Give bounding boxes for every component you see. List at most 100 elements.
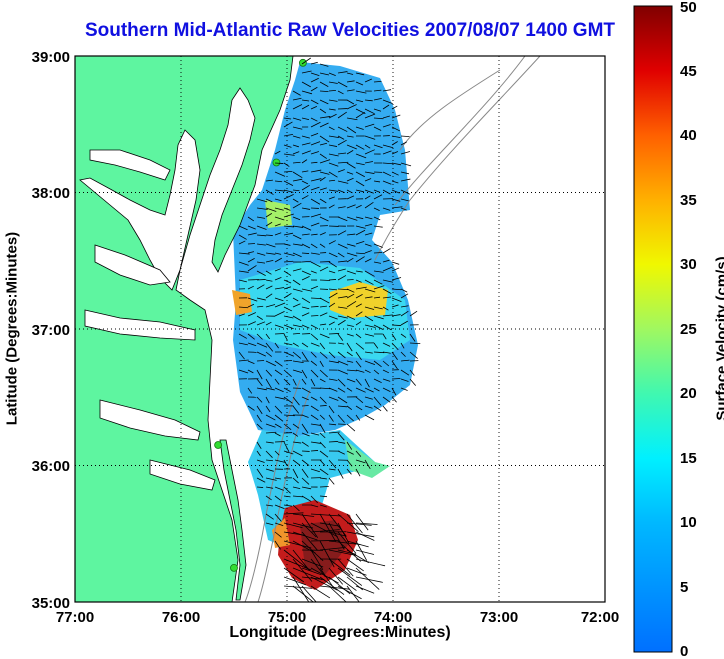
velocity-vector	[382, 296, 392, 299]
velocity-vector	[238, 270, 249, 273]
velocity-vector	[337, 139, 347, 146]
velocity-vector	[283, 324, 294, 330]
velocity-vector	[256, 459, 265, 463]
velocity-vector	[274, 540, 281, 550]
velocity-vector	[274, 423, 282, 428]
velocity-vector	[382, 405, 388, 412]
velocity-vector	[265, 468, 274, 472]
velocity-vector	[283, 441, 290, 452]
velocity-vector	[400, 189, 411, 195]
velocity-vector	[364, 108, 375, 115]
velocity-vector	[301, 423, 309, 434]
velocity-vector	[238, 225, 248, 231]
velocity-vector	[301, 414, 309, 418]
velocity-vector	[328, 531, 347, 537]
velocity-vector	[328, 171, 338, 178]
velocity-vector	[355, 270, 363, 273]
velocity-vector	[346, 288, 355, 293]
velocity-vector	[265, 259, 274, 263]
velocity-vector	[337, 405, 347, 408]
velocity-vector	[355, 450, 362, 457]
velocity-vector	[400, 288, 408, 293]
velocity-vector	[256, 360, 265, 362]
velocity-vector	[310, 121, 321, 128]
velocity-vector	[310, 213, 322, 218]
velocity-vector	[355, 351, 362, 361]
velocity-vector	[346, 585, 360, 602]
velocity-vector	[355, 369, 365, 373]
velocity-vector	[274, 180, 283, 183]
grid-lines	[75, 56, 605, 602]
velocity-vector	[364, 195, 371, 200]
velocity-vector	[274, 232, 282, 236]
velocity-vector	[256, 351, 266, 357]
velocity-vector	[337, 450, 345, 455]
velocity-vector	[328, 396, 339, 401]
velocity-vector	[283, 522, 303, 529]
velocity-vector	[319, 396, 327, 404]
velocity-vector	[328, 315, 338, 320]
velocity-vector	[274, 276, 282, 281]
velocity-vector	[400, 387, 408, 391]
velocity-vector	[373, 117, 384, 120]
velocity-vector	[292, 567, 323, 580]
velocity-vector	[337, 576, 357, 591]
velocity-vector	[364, 201, 374, 209]
velocity-vector	[238, 252, 250, 255]
velocity-vector	[301, 142, 311, 146]
velocity-vector	[364, 178, 372, 182]
velocity-vector	[373, 126, 382, 131]
velocity-vector	[301, 486, 312, 490]
velocity-vector	[355, 303, 362, 308]
velocity-vector	[364, 243, 372, 247]
velocity-vector	[319, 486, 329, 488]
velocity-vector	[373, 342, 379, 349]
velocity-vector	[301, 252, 310, 254]
velocity-vector	[265, 459, 274, 462]
velocity-vector	[328, 240, 336, 245]
velocity-vector	[256, 342, 268, 348]
velocity-vector	[265, 285, 273, 290]
velocity-vector	[328, 135, 340, 139]
velocity-vector	[292, 369, 303, 374]
velocity-vector	[283, 333, 288, 341]
velocity-vector	[247, 243, 256, 245]
velocity-vector	[292, 549, 311, 572]
velocity-vector	[409, 378, 416, 386]
velocity-field-south	[248, 430, 375, 545]
velocity-vector	[319, 441, 326, 449]
velocity-vector	[283, 540, 312, 549]
velocity-vector	[355, 294, 363, 299]
velocity-vector	[400, 351, 406, 357]
velocity-vector	[301, 90, 313, 95]
velocity-vector	[328, 585, 347, 602]
strong-current-edge	[272, 518, 290, 548]
velocity-vector	[256, 207, 268, 210]
velocity-vector	[391, 114, 401, 119]
velocity-vector	[346, 144, 357, 150]
velocity-vector	[319, 351, 328, 359]
velocity-vector	[391, 297, 402, 302]
velocity-vector	[310, 285, 319, 290]
velocity-vector	[364, 161, 373, 164]
velocity-vector	[391, 360, 398, 370]
velocity-vector	[337, 206, 346, 209]
velocity-vector	[346, 204, 356, 209]
velocity-vector	[301, 441, 309, 447]
velocity-vector	[274, 150, 281, 155]
velocity-vector	[274, 522, 284, 527]
velocity-vector	[301, 558, 324, 568]
velocity-vector	[310, 297, 322, 299]
velocity-vector	[310, 141, 321, 146]
velocity-vector	[310, 432, 320, 436]
velocity-vector	[283, 170, 293, 173]
velocity-vector	[274, 405, 283, 414]
velocity-vector	[238, 313, 245, 317]
velocity-vector	[337, 260, 348, 263]
velocity-vector	[355, 531, 375, 541]
velocity-vector	[238, 279, 247, 283]
velocity-vector	[391, 180, 399, 184]
velocity-vector	[382, 207, 391, 211]
velocity-vector	[265, 293, 273, 299]
velocity-vector	[292, 288, 303, 292]
